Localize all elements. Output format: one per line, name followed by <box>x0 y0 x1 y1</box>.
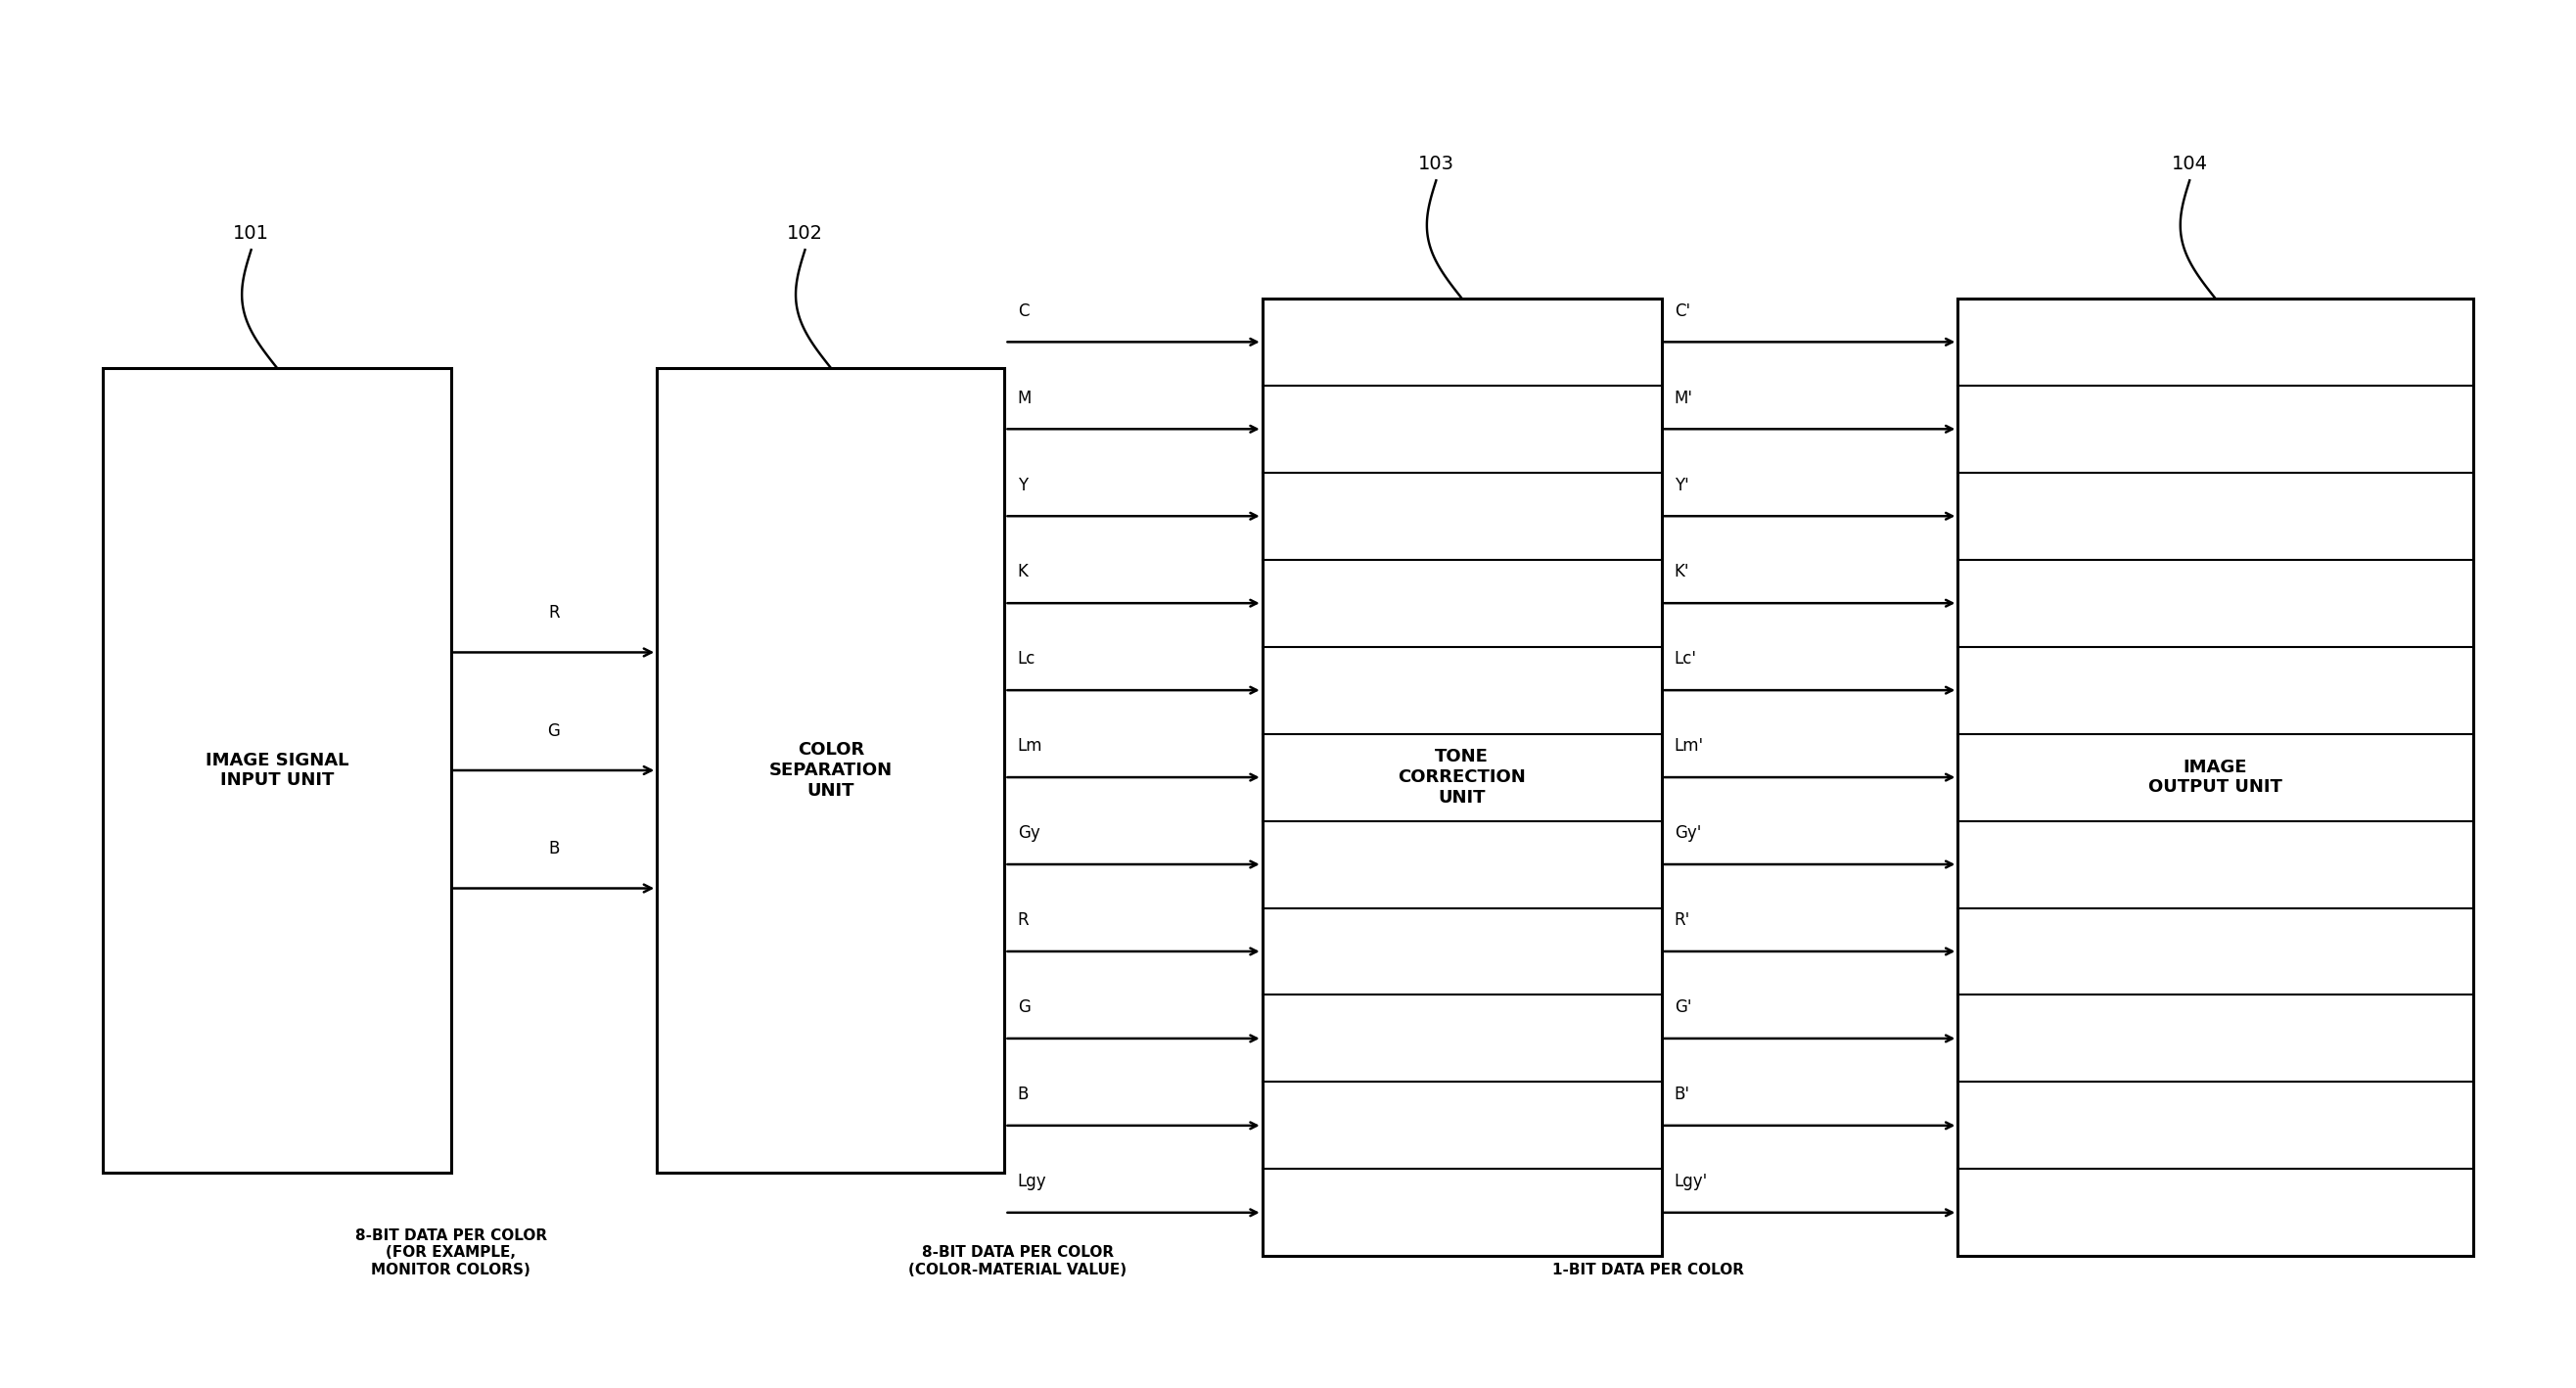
Text: 102: 102 <box>786 225 824 243</box>
Text: K: K <box>1018 564 1028 582</box>
Text: B: B <box>549 840 559 858</box>
Text: G: G <box>549 722 559 740</box>
Text: 103: 103 <box>1417 155 1455 174</box>
Text: 8-BIT DATA PER COLOR
(COLOR-MATERIAL VALUE): 8-BIT DATA PER COLOR (COLOR-MATERIAL VAL… <box>909 1245 1126 1277</box>
Text: COLOR
SEPARATION
UNIT: COLOR SEPARATION UNIT <box>770 741 891 799</box>
Text: 101: 101 <box>232 225 270 243</box>
Text: C': C' <box>1674 303 1690 319</box>
Text: Gy': Gy' <box>1674 824 1700 843</box>
Text: Lgy: Lgy <box>1018 1173 1046 1191</box>
Text: G: G <box>1018 998 1030 1016</box>
Text: Lm': Lm' <box>1674 737 1703 755</box>
Text: Lm: Lm <box>1018 737 1043 755</box>
Text: 104: 104 <box>2172 155 2208 174</box>
Text: IMAGE
OUTPUT UNIT: IMAGE OUTPUT UNIT <box>2148 758 2282 797</box>
Text: K': K' <box>1674 564 1690 582</box>
Text: Y: Y <box>1018 476 1028 494</box>
Text: G': G' <box>1674 998 1692 1016</box>
Text: C: C <box>1018 303 1028 319</box>
Text: Y': Y' <box>1674 476 1690 494</box>
Text: M: M <box>1018 389 1030 407</box>
Text: R': R' <box>1674 912 1690 929</box>
Text: B': B' <box>1674 1085 1690 1103</box>
Text: IMAGE SIGNAL
INPUT UNIT: IMAGE SIGNAL INPUT UNIT <box>206 751 348 790</box>
Text: Lc': Lc' <box>1674 651 1698 668</box>
Text: 8-BIT DATA PER COLOR
(FOR EXAMPLE,
MONITOR COLORS): 8-BIT DATA PER COLOR (FOR EXAMPLE, MONIT… <box>355 1228 546 1277</box>
Text: M': M' <box>1674 389 1692 407</box>
Text: Lc: Lc <box>1018 651 1036 668</box>
Text: R: R <box>549 604 559 622</box>
Text: TONE
CORRECTION
UNIT: TONE CORRECTION UNIT <box>1399 748 1525 806</box>
Text: Lgy': Lgy' <box>1674 1173 1708 1191</box>
Bar <box>103 368 451 1173</box>
Text: Gy: Gy <box>1018 824 1041 843</box>
Text: B: B <box>1018 1085 1028 1103</box>
Text: 1-BIT DATA PER COLOR: 1-BIT DATA PER COLOR <box>1553 1262 1744 1277</box>
Bar <box>1958 298 2473 1256</box>
Bar <box>1262 298 1662 1256</box>
Text: R: R <box>1018 912 1028 929</box>
Bar <box>657 368 1005 1173</box>
